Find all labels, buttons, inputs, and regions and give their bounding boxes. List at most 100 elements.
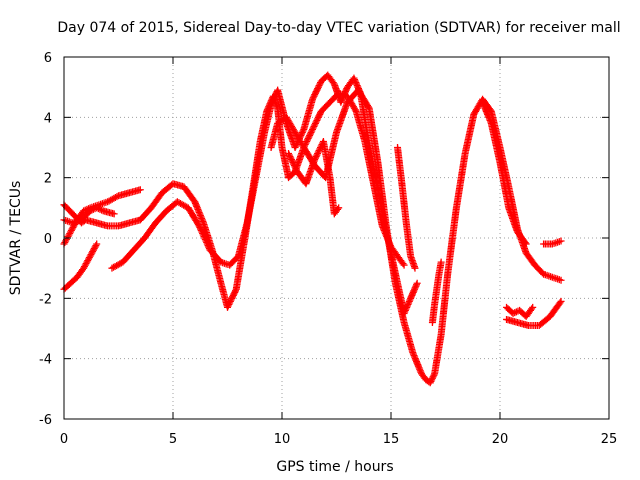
data-point-fill [94,205,102,213]
data-point-fill [304,134,312,142]
series-track-6 [267,89,408,269]
data-point-fill [85,254,93,262]
data-point [311,156,319,164]
data-point-fill [199,231,207,239]
data-point-fill [314,85,322,93]
data-point-fill [65,231,73,239]
data-point-fill [311,119,319,127]
data-point-fill [268,100,276,108]
data-point [93,204,101,212]
series-track-7 [285,137,343,218]
data-point-fill [308,127,316,135]
data-point-fill [401,306,409,314]
data-point [136,186,144,194]
data-point-fill [286,153,294,161]
data-point [80,264,88,272]
chart-title: Day 074 of 2015, Sidereal Day-to-day VTE… [57,20,620,36]
data-point-fill [90,245,98,253]
data-point [557,297,565,305]
data-point-fill [302,139,310,147]
data-point-fill [428,376,436,384]
data-point-fill [290,162,298,170]
data-point [522,240,530,248]
data-point-fill [303,137,311,145]
y-axis-label: SDTVAR / TECUs [8,181,24,296]
data-point-fill [315,112,323,120]
data-point-fill [230,290,238,298]
data-point-fill [351,76,359,84]
series-track-11 [503,303,537,320]
data-point-fill [198,228,206,236]
data-point [80,207,88,215]
data-point-fill [399,260,407,268]
data-points [60,71,565,387]
data-point [285,150,293,158]
data-point-fill [290,160,298,168]
data-point-fill [200,232,208,240]
data-point-fill [287,154,295,162]
data-point-fill [89,246,97,254]
x-tick-label: 25 [601,432,618,447]
data-point [411,264,419,272]
data-point-fill [338,97,346,105]
data-point-fill [406,296,414,304]
data-point-fill [85,255,93,263]
data-point-fill [312,118,320,126]
data-point-fill [313,86,321,94]
data-point [557,276,565,284]
data-point-fill [113,193,121,201]
data-point-fill [314,150,322,158]
data-point [407,294,415,302]
data-point-fill [521,239,529,247]
data-point-fill [91,243,99,251]
data-point-fill [66,229,74,237]
x-tick-label: 10 [274,432,291,447]
data-point-fill [306,131,314,139]
data-point-fill [61,239,69,247]
data-point-fill [404,300,412,308]
data-point-fill [204,242,212,250]
data-point-fill [227,296,235,304]
data-point-fill [403,303,411,311]
data-point-fill [81,261,89,269]
y-tick-label: 6 [44,51,52,66]
data-point-fill [92,242,100,250]
data-point-fill [312,88,320,96]
data-point-fill [269,97,277,105]
data-point-fill [511,309,519,317]
data-point-fill [405,299,413,307]
data-point-fill [305,133,313,141]
data-point-fill [309,124,317,132]
data-point-fill [314,83,322,91]
data-point [335,204,343,212]
data-point [400,309,408,317]
data-point-fill [310,92,318,100]
data-point-fill [287,156,295,164]
data-point-fill [89,205,97,213]
data-point-fill [226,299,234,307]
data-point-fill [70,222,78,230]
data-point-fill [88,249,96,257]
data-point-fill [316,145,324,153]
data-point-fill [205,243,213,251]
data-point-fill [201,236,209,244]
data-point-fill [288,157,296,165]
data-point-fill [556,299,564,307]
data-point-fill [316,80,324,88]
data-point-fill [409,290,417,298]
data-point-fill [199,229,207,237]
y-tick-label: 0 [44,232,52,247]
data-point-fill [356,88,364,96]
data-point-fill [202,237,210,245]
data-point-fill [201,234,209,242]
data-point-fill [334,205,342,213]
data-point-fill [353,82,361,90]
data-point-fill [197,225,205,233]
data-point-fill [98,206,106,214]
data-point-fill [354,83,362,91]
data-point-fill [68,225,76,233]
data-point-fill [231,287,239,295]
data-point-fill [228,294,236,302]
data-point-fill [403,302,411,310]
